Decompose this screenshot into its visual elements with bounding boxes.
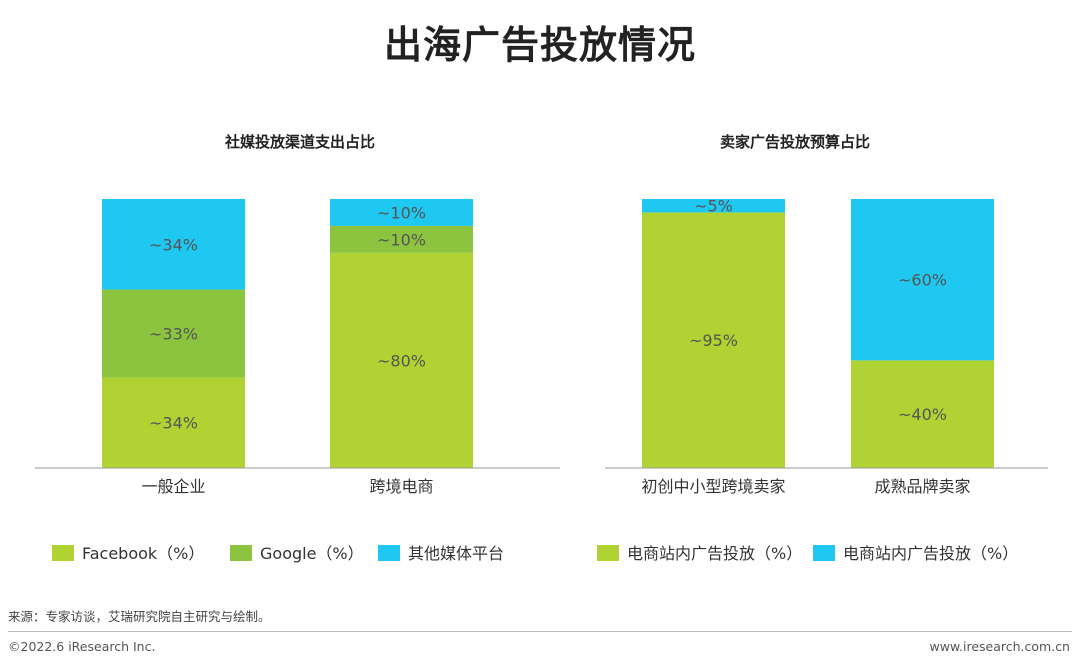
chart2-legend-label-1: 电商站内广告投放（%） [627, 544, 802, 563]
chart2-data-label-2-1: ~40% [898, 405, 947, 424]
chart1-bar-1-segment-3 [102, 199, 245, 290]
chart2-category-label-1: 初创中小型跨境卖家 [641, 477, 785, 496]
footer-divider [8, 631, 1072, 632]
chart1-category-label-2: 跨境电商 [369, 477, 433, 496]
chart1-bar-2-segment-2 [330, 225, 473, 253]
chart1-bar-1-segment-1 [102, 377, 245, 468]
chart2-title: 卖家广告投放预算占比 [720, 133, 870, 151]
charts-canvas: 社媒投放渠道支出占比 ~34% ~33% ~34% 一般企业 ~80% ~10% ~10% 跨境… [35, 133, 1048, 563]
chart2-data-label-1-1: ~95% [689, 331, 738, 350]
chart1-data-label-1-2: ~33% [149, 325, 198, 344]
chart2-legend-swatch-1 [597, 545, 619, 561]
chart1-data-label-1-1: ~34% [149, 414, 198, 433]
chart1-data-label-2-2: ~10% [377, 230, 426, 249]
page-title: 出海广告投放情况 [383, 23, 696, 67]
chart1-data-label-2-1: ~80% [377, 351, 426, 370]
chart1-category-label-1: 一般企业 [141, 477, 205, 496]
chart1-legend-swatch-1 [52, 545, 74, 561]
chart2-category-label-2: 成熟品牌卖家 [874, 477, 970, 496]
chart2-bar-2-segment-2 [851, 199, 994, 361]
chart1-legend-label-2: Google（%） [260, 544, 364, 563]
chart1-title: 社媒投放渠道支出占比 [224, 133, 375, 151]
chart1-data-label-1-3: ~34% [149, 235, 198, 254]
copyright-text: ©2022.6 iResearch Inc. [8, 639, 156, 654]
chart1-legend-swatch-3 [378, 545, 400, 561]
chart1-legend-swatch-2 [230, 545, 252, 561]
chart1-data-label-2-3: ~10% [377, 203, 426, 222]
chart2-data-label-1-2: ~5% [694, 197, 733, 216]
chart1-bar-1-segment-2 [102, 289, 245, 378]
chart2-bar-1-segment-2 [642, 199, 785, 213]
chart1-legend-label-1: Facebook（%） [82, 544, 204, 563]
chart1-bar-2-segment-1 [330, 252, 473, 468]
source-note: 来源：专家访谈，艾瑞研究院自主研究与绘制。 [8, 609, 271, 624]
chart2-data-label-2-2: ~60% [898, 271, 947, 290]
chart2-legend-label-2: 电商站内广告投放（%） [843, 544, 1018, 563]
chart2-legend-swatch-2 [813, 545, 835, 561]
chart1-bar-2-segment-3 [330, 199, 473, 226]
chart2-bar-1-segment-1 [642, 212, 785, 468]
chart2-bar-2-segment-1 [851, 360, 994, 468]
website-url: www.iresearch.com.cn [929, 639, 1071, 654]
chart1-legend-label-3: 其他媒体平台 [408, 544, 504, 563]
